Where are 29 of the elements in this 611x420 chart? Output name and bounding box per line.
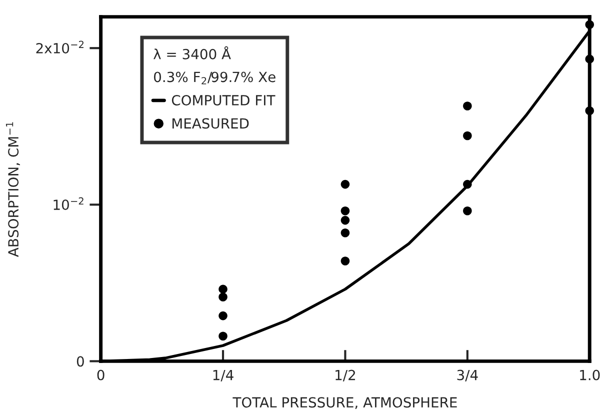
x-tick-label: 1/4	[213, 370, 234, 382]
point	[218, 284, 228, 294]
point	[585, 20, 594, 30]
point	[340, 216, 350, 225]
legend-title: λ = 3400 Å 0.3% F$_{2}$/99.7% Xe	[154, 46, 276, 84]
legend-label: COMPUTED FIT	[172, 94, 276, 106]
y-tick-label: 2x10$^{−2}$	[36, 40, 84, 54]
point	[340, 228, 350, 238]
point	[340, 256, 350, 266]
y-tick-label: 0	[76, 356, 84, 367]
point	[218, 332, 228, 341]
point	[340, 180, 350, 189]
x-axis-title: TOTAL PRESSURE, ATMOSPHERE	[232, 397, 457, 410]
point	[463, 206, 472, 216]
point	[463, 102, 472, 110]
x-tick-label: 3/4	[457, 370, 478, 382]
y-axis-title: ABSORPTION, CM$^{−1}$	[6, 122, 20, 257]
point	[585, 106, 594, 116]
y-tick-label: 10$^{−2}$	[54, 197, 84, 210]
x-tick-label: 1/2	[336, 370, 355, 382]
point	[340, 206, 350, 216]
point	[463, 180, 472, 189]
point	[218, 292, 228, 302]
point	[463, 131, 472, 140]
x-tick-label: 0	[97, 370, 104, 380]
x-tick-label: 1.0	[580, 370, 600, 380]
legend-label: MEASURED	[172, 118, 249, 129]
point	[218, 311, 228, 320]
point	[585, 54, 594, 64]
